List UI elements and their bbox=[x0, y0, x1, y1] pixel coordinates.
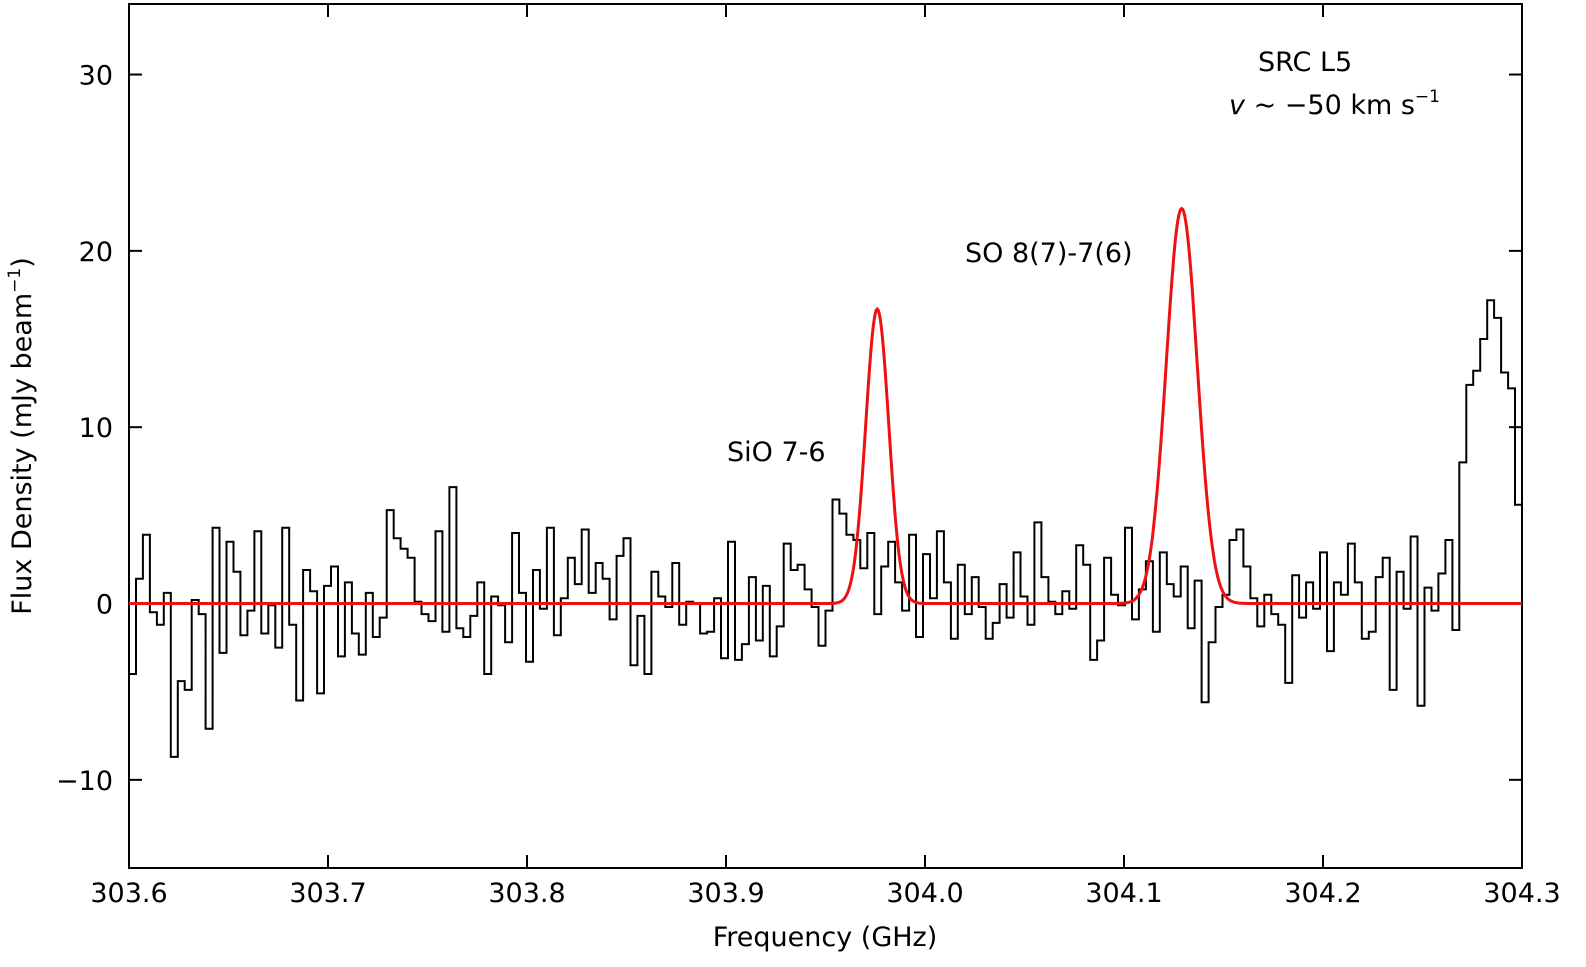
y-tick-labels: −10 0 10 20 30 bbox=[56, 61, 113, 797]
y-axis-title: Flux Density (mJy beam−1) bbox=[5, 257, 38, 615]
y-tick-label: −10 bbox=[56, 766, 113, 797]
x-axis-title: Frequency (GHz) bbox=[713, 922, 938, 953]
x-tick-label: 304.3 bbox=[1483, 878, 1560, 909]
x-tick-label: 303.6 bbox=[90, 878, 167, 909]
so-line-label: SO 8(7)-7(6) bbox=[965, 238, 1133, 269]
gaussian-fit-series bbox=[129, 206, 1522, 605]
x-tick-labels: 303.6 303.7 303.8 303.9 304.0 304.1 304.2 304.3 bbox=[90, 878, 1560, 909]
x-tick-label: 304.1 bbox=[1085, 878, 1162, 909]
y-tick-label: 20 bbox=[79, 237, 113, 268]
x-tick-label: 303.8 bbox=[488, 878, 565, 909]
x-tick-label: 304.2 bbox=[1284, 878, 1361, 909]
x-tick-label: 304.0 bbox=[886, 878, 963, 909]
axis-ticks bbox=[128, 4, 1523, 868]
x-tick-label: 303.7 bbox=[289, 878, 366, 909]
x-tick-label: 303.9 bbox=[687, 878, 764, 909]
spectrum-step-series bbox=[129, 37, 1523, 758]
plot-frame bbox=[128, 3, 1523, 869]
y-tick-label: 0 bbox=[96, 590, 113, 621]
velocity-label: v ∼ −50 km s−1 bbox=[1229, 87, 1440, 121]
sio-line-label: SiO 7-6 bbox=[727, 437, 826, 468]
y-tick-label: 10 bbox=[79, 413, 113, 444]
y-tick-label: 30 bbox=[79, 61, 113, 92]
source-name-label: SRC L5 bbox=[1258, 47, 1352, 78]
